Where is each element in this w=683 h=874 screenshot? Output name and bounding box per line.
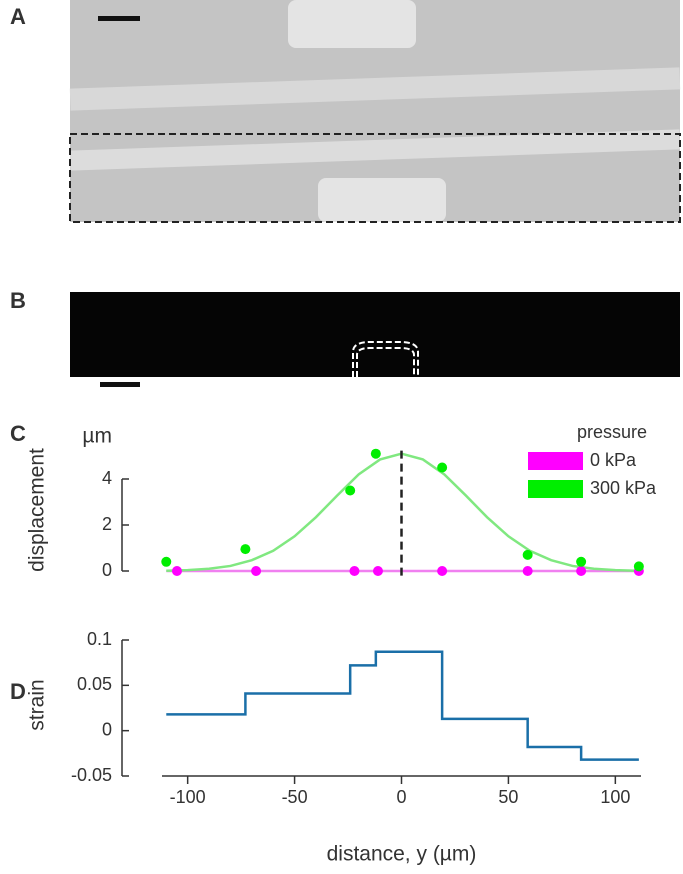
data-point <box>349 566 360 576</box>
roi-box <box>69 133 681 223</box>
y-tick-label: 0 <box>102 560 112 580</box>
x-tick-label: -100 <box>170 787 206 807</box>
y-tick-label: 0 <box>102 719 112 739</box>
panel-label: B <box>10 288 26 313</box>
data-point <box>251 566 262 576</box>
data-point <box>576 566 587 576</box>
data-point <box>161 556 172 567</box>
data-point <box>372 566 383 576</box>
panel-label: A <box>10 4 26 29</box>
scale-bar <box>100 382 140 387</box>
legend-label: 0 kPa <box>590 450 637 470</box>
data-point <box>522 566 533 576</box>
channel-wall <box>69 67 681 111</box>
fluorescence-image <box>70 292 680 377</box>
y-tick-label: -0.05 <box>71 765 112 785</box>
data-point <box>437 462 448 473</box>
x-axis-label: distance, y (µm) <box>327 843 477 866</box>
scale-bar <box>98 16 140 21</box>
y-axis-label: strain <box>26 679 49 730</box>
channel-wall <box>69 129 681 171</box>
data-point <box>345 485 356 496</box>
data-point <box>370 448 381 459</box>
legend-swatch <box>528 452 583 470</box>
data-point <box>522 549 533 560</box>
y-unit: µm <box>82 425 112 448</box>
pillar-outline <box>352 341 419 377</box>
y-tick-label: 4 <box>102 468 112 488</box>
data-point <box>633 561 644 572</box>
x-tick-label: 100 <box>600 787 630 807</box>
data-point <box>240 544 251 555</box>
legend-title: pressure <box>577 422 647 442</box>
x-tick-label: 50 <box>498 787 518 807</box>
panel-label: C <box>10 421 26 446</box>
x-tick-label: -50 <box>282 787 308 807</box>
data-point <box>171 566 182 576</box>
step-line <box>166 650 639 761</box>
x-tick-label: 0 <box>396 787 406 807</box>
y-tick-label: 2 <box>102 514 112 534</box>
panel-label: D <box>10 679 26 704</box>
y-axis-label: displacement <box>26 448 49 572</box>
data-point <box>437 566 448 576</box>
data-point <box>576 556 587 567</box>
legend-label: 300 kPa <box>590 478 657 498</box>
y-tick-label: 0.1 <box>87 629 112 649</box>
pillar <box>318 178 446 222</box>
pillar <box>288 0 416 48</box>
legend-swatch <box>528 480 583 498</box>
y-tick-label: 0.05 <box>77 674 112 694</box>
